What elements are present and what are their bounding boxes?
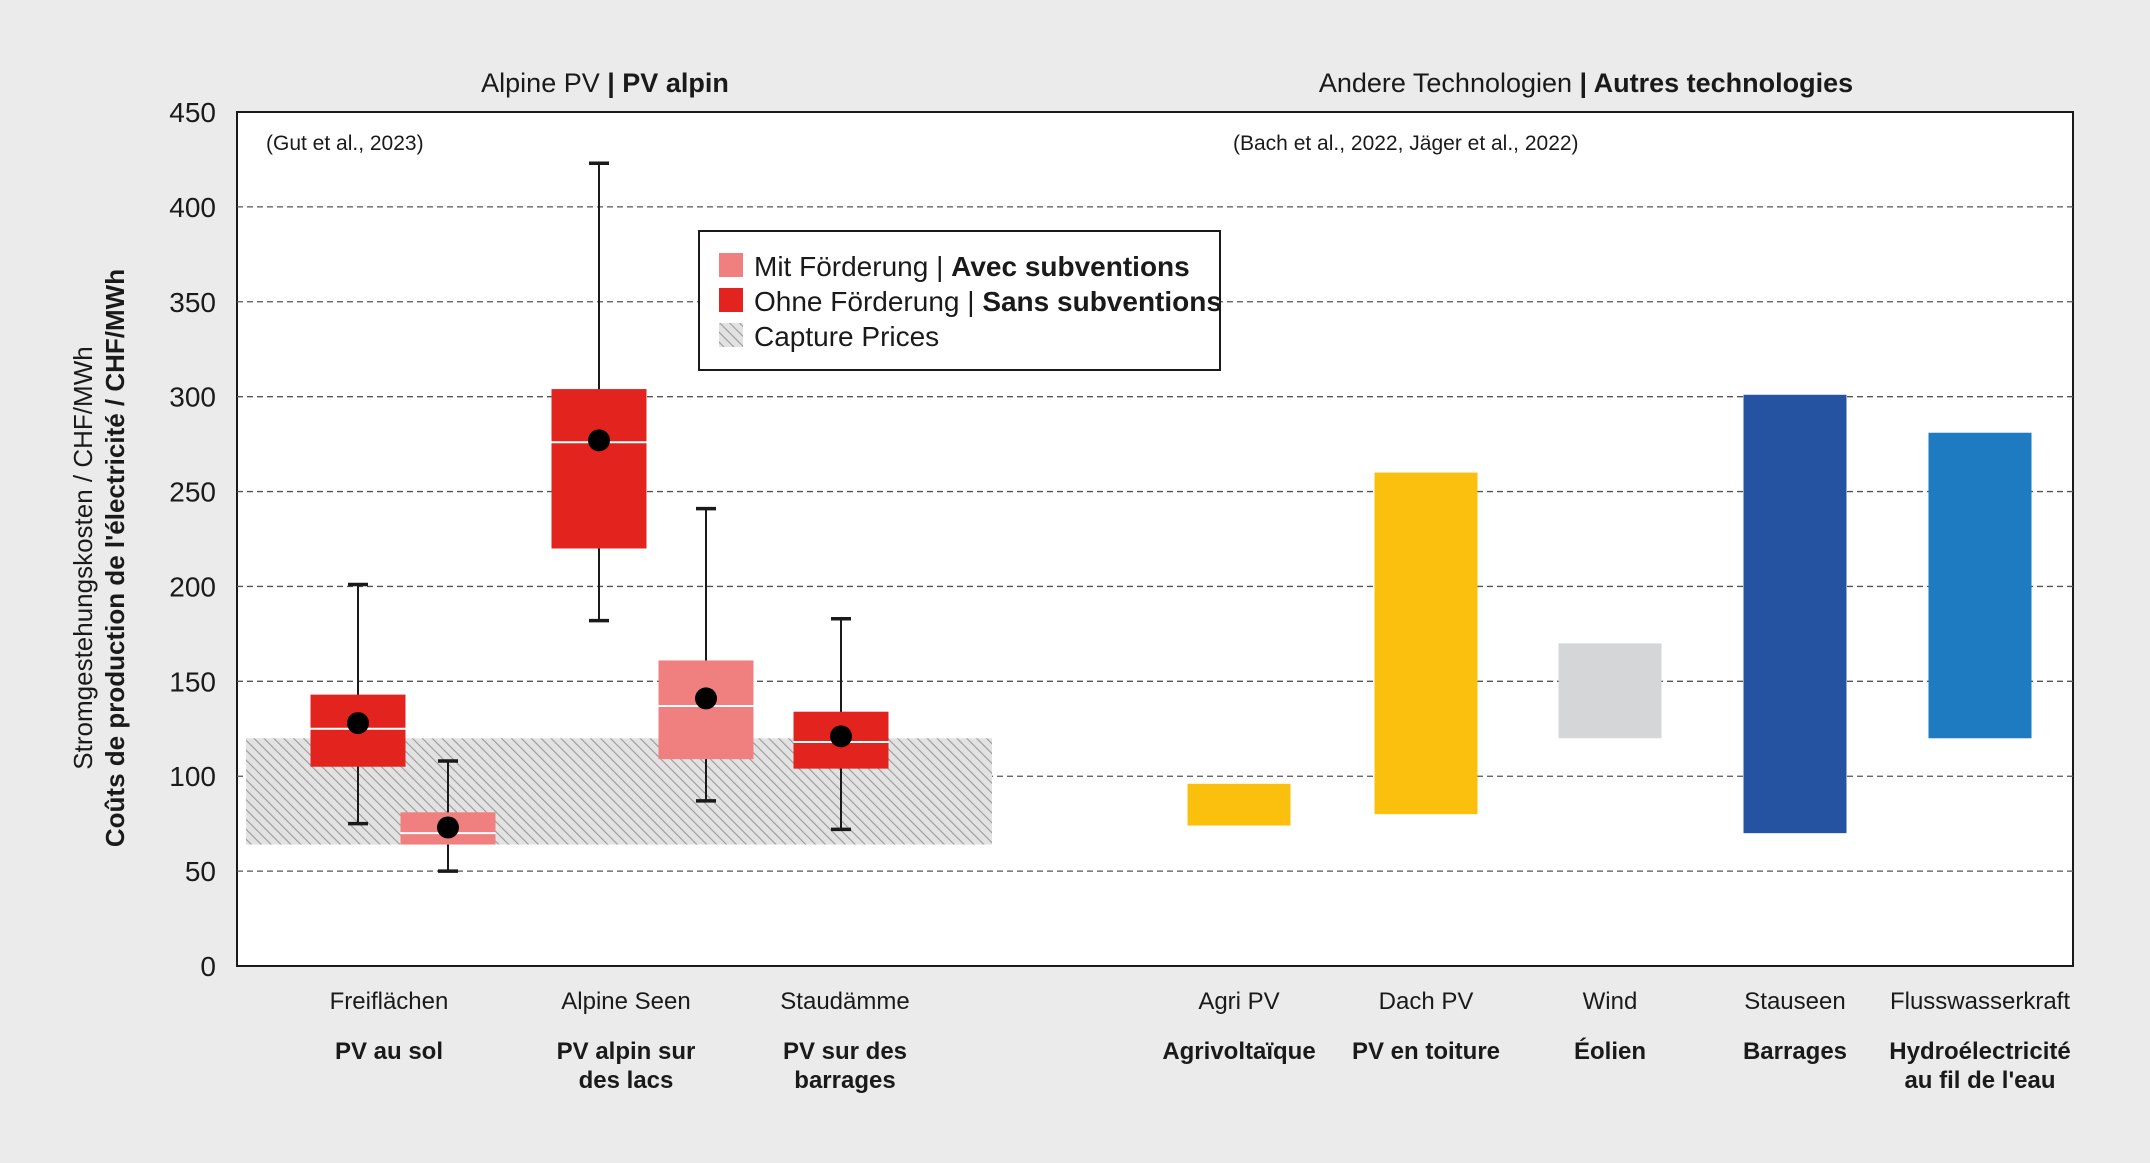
y-tick-label: 250	[169, 477, 216, 508]
category-label-fr: Barrages	[1743, 1038, 1847, 1065]
bar-dach-pv	[1374, 472, 1478, 815]
mean-marker	[695, 687, 717, 710]
technology-bars	[1187, 394, 2032, 834]
boxplot-alpine-seen-mit	[658, 506, 754, 803]
category-label-fr: des lacs	[579, 1067, 674, 1094]
category-label-de: Staudämme	[780, 988, 909, 1015]
category-label-fr: PV alpin sur	[557, 1038, 696, 1065]
legend-label-ohne-foerderung: Ohne Förderung | Sans subventions	[754, 286, 1222, 317]
svg-text:Stromgestehungskosten / CHF/MW: Stromgestehungskosten / CHF/MWh	[68, 346, 98, 769]
mean-marker	[437, 816, 459, 839]
legend-label-capture-prices: Capture Prices	[754, 321, 939, 352]
y-tick-label: 100	[169, 761, 216, 792]
box	[658, 660, 754, 760]
category-label-fr: Hydroélectricité	[1889, 1038, 2070, 1065]
y-tick-label: 150	[169, 666, 216, 697]
y-tick-label: 400	[169, 192, 216, 223]
y-tick-label: 300	[169, 382, 216, 413]
category-label-fr: Éolien	[1574, 1037, 1646, 1065]
boxplot-freifl-chen-ohne	[310, 582, 406, 826]
legend-swatch-mit-foerderung	[719, 253, 743, 277]
category-label-fr: Agrivoltaïque	[1162, 1038, 1315, 1065]
category-label-de: Freiflächen	[330, 988, 449, 1015]
category-label-de: Stauseen	[1744, 988, 1845, 1015]
boxplot-freifl-chen-mit	[400, 759, 496, 873]
bar-agri-pv	[1187, 783, 1291, 826]
boxplots	[310, 161, 889, 873]
category-label-de: Wind	[1583, 988, 1638, 1015]
legend-swatch-capture-prices	[719, 323, 743, 347]
svg-text:Coûts de production de l'élect: Coûts de production de l'électricité / C…	[100, 269, 130, 847]
y-tick-label: 50	[185, 856, 216, 887]
y-axis-label: Stromgestehungskosten / CHF/MWh Coûts de…	[68, 269, 130, 847]
category-label-fr: PV en toiture	[1352, 1038, 1500, 1065]
bar-wind	[1558, 643, 1662, 739]
legend: Mit Förderung | Avec subventions Ohne Fö…	[698, 230, 1222, 371]
y-tick-label: 350	[169, 287, 216, 318]
category-label-de: Agri PV	[1198, 988, 1279, 1015]
category-label-fr: au fil de l'eau	[1904, 1067, 2055, 1094]
category-label-fr: PV au sol	[335, 1038, 443, 1065]
group-title-other-tech: Andere Technologien | Autres technologie…	[1319, 68, 1853, 98]
mean-marker	[588, 429, 610, 452]
category-label-de: Flusswasserkraft	[1890, 988, 2070, 1015]
source-alpine-pv: (Gut et al., 2023)	[266, 132, 424, 155]
category-label-fr: barrages	[794, 1067, 895, 1094]
category-label-de: Alpine Seen	[561, 988, 690, 1015]
group-title-alpine-pv: Alpine PV | PV alpin	[481, 68, 729, 98]
box	[551, 389, 647, 549]
mean-marker	[830, 725, 852, 748]
y-axis-ticks: 0 50 100 150 200 250 300 350 400 450	[169, 97, 216, 982]
y-tick-label: 450	[169, 97, 216, 128]
legend-box	[698, 230, 1221, 371]
legend-label-mit-foerderung: Mit Förderung | Avec subventions	[754, 251, 1190, 282]
boxplot-staud-mme-ohne	[793, 616, 889, 832]
legend-swatch-ohne-foerderung	[719, 288, 743, 312]
bar-flusswasserkraft	[1928, 432, 2032, 739]
y-tick-label: 0	[200, 951, 216, 982]
category-label-fr: PV sur des	[783, 1038, 907, 1065]
bar-stauseen	[1743, 394, 1847, 834]
boxplot-alpine-seen-ohne	[551, 161, 647, 623]
category-labels: Freiflächen PV au sol Alpine Seen PV alpin …	[330, 988, 2071, 1094]
source-other-tech: (Bach et al., 2022, Jäger et al., 2022)	[1233, 132, 1579, 155]
y-tick-label: 200	[169, 571, 216, 602]
category-label-de: Dach PV	[1379, 988, 1474, 1015]
mean-marker	[347, 712, 369, 735]
